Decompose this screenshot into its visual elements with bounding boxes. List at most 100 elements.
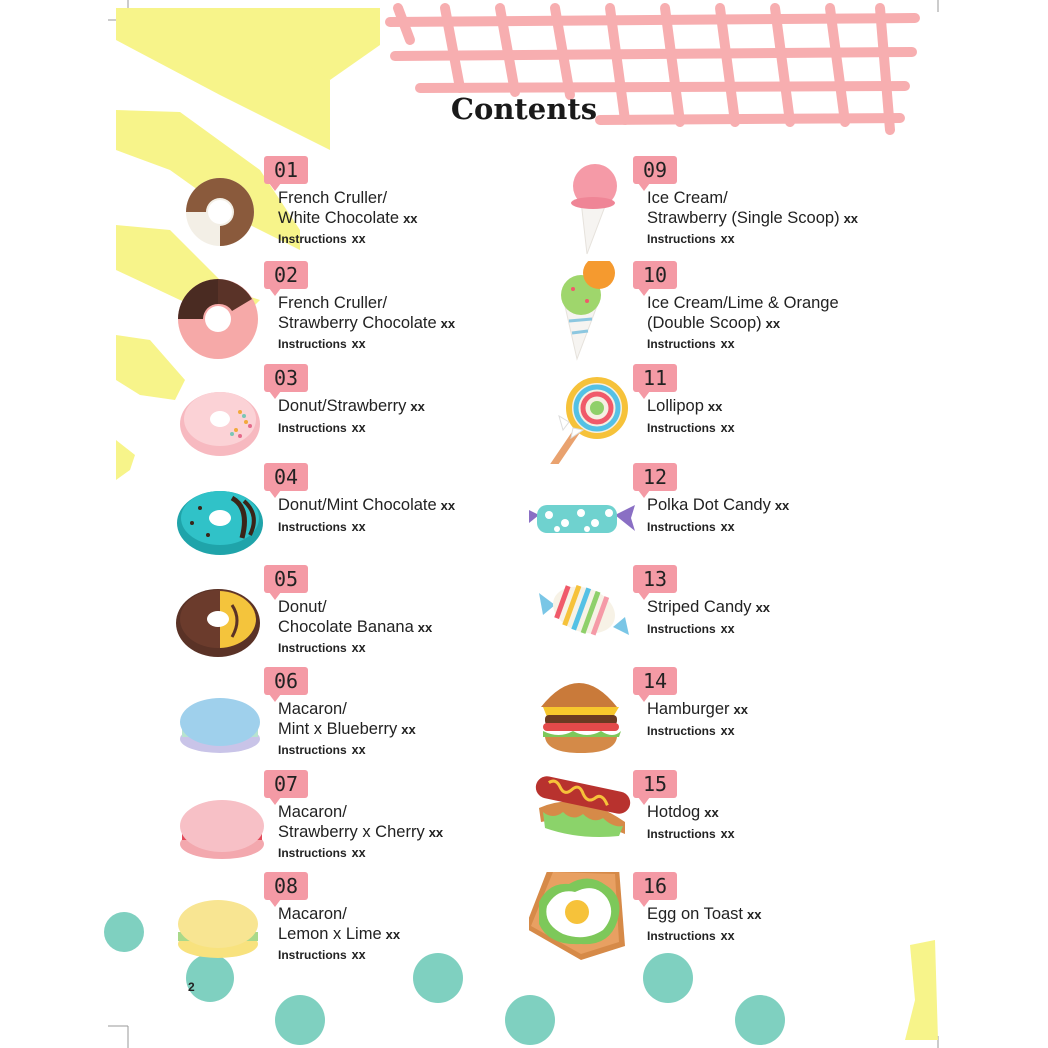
instructions-page-ref: xx [351, 743, 366, 757]
entry-number-badge: 10 [633, 261, 677, 296]
entry-title-line: French Cruller/ [278, 294, 388, 312]
entry-number-badge: 08 [264, 872, 308, 907]
entry-title: Macaron/ Mint x Blueberry xx [278, 700, 548, 739]
entry-number-badge: 15 [633, 770, 677, 805]
donut-strawberry-icon [180, 392, 260, 456]
instructions-page-ref: xx [720, 827, 735, 841]
instructions-label: Instructions [647, 929, 716, 943]
instructions-page-ref: xx [351, 421, 366, 435]
entry-title: Ice Cream/Lime & Orange (Double Scoop) xx [647, 294, 917, 333]
contents-entry-02[interactable]: 02 French Cruller/ Strawberry Chocolate x… [160, 261, 540, 361]
entry-number-badge: 14 [633, 667, 677, 702]
egg-on-toast-icon [529, 872, 625, 960]
entry-title-line: Lollipop [647, 397, 704, 415]
entry-title-line: Strawberry Chocolate [278, 313, 437, 332]
instructions-label: Instructions [278, 846, 347, 860]
entry-title: Macaron/ Strawberry x Cherry xx [278, 803, 548, 842]
entry-title-line: (Double Scoop) [647, 313, 762, 332]
entry-number-badge: 13 [633, 565, 677, 600]
entry-title-line: Macaron/ [278, 700, 347, 718]
entry-title-line: Egg on Toast [647, 905, 744, 923]
entry-title-line: Hamburger [647, 700, 730, 718]
entry-title-line: Ice Cream/Lime & Orange [647, 294, 839, 312]
entry-title: Hamburger xx [647, 700, 917, 720]
contents-entry-14[interactable]: 14 Hamburger xx Instructions xx [529, 667, 909, 767]
entry-number-badge: 02 [264, 261, 308, 296]
teal-dots [104, 912, 785, 1045]
entry-title-line: Chocolate Banana [278, 617, 414, 636]
entry-title-line: Lemon x Lime [278, 924, 382, 943]
instructions-page-ref: xx [720, 622, 735, 636]
entry-title-line: Donut/ [278, 598, 327, 616]
contents-entry-11[interactable]: 11 Lollipop xx Instructions xx [529, 364, 909, 464]
entry-page-ref: xx [417, 619, 433, 635]
entry-number-badge: 03 [264, 364, 308, 399]
entry-title-line: Polka Dot Candy [647, 496, 771, 514]
instructions-page-ref: xx [720, 929, 735, 943]
entry-title: Egg on Toast xx [647, 905, 917, 925]
instructions-page-ref: xx [720, 337, 735, 351]
donut-chocolate-banana-icon [176, 589, 260, 657]
entry-title-line: Mint x Blueberry [278, 719, 398, 738]
instructions-page-ref: xx [351, 846, 366, 860]
instructions-label: Instructions [647, 622, 716, 636]
entry-page-ref: xx [707, 399, 723, 414]
entry-page-ref: xx [385, 926, 401, 942]
entry-title-line: Macaron/ [278, 905, 347, 923]
donut-mint-chocolate-icon [177, 491, 263, 555]
contents-entry-03[interactable]: 03 Donut/Strawberry xx Instructions xx [160, 364, 540, 464]
instructions-label: Instructions [647, 520, 716, 534]
entry-number-badge: 09 [633, 156, 677, 191]
instructions-label: Instructions [647, 724, 716, 738]
entry-page-ref: xx [747, 907, 762, 922]
instructions-page-ref: xx [351, 948, 366, 962]
entry-number-badge: 06 [264, 667, 308, 702]
entry-title: French Cruller/ Strawberry Chocolate xx [278, 294, 548, 333]
entry-page-ref: xx [733, 702, 749, 717]
contents-entry-04[interactable]: 04 Donut/Mint Chocolate xx Instructions xx [160, 463, 540, 563]
contents-entry-13[interactable]: 13 Striped Candy xx Instructions xx [529, 565, 909, 665]
lollipop-icon [550, 377, 628, 464]
entry-page-ref: xx [428, 824, 444, 840]
instructions-label: Instructions [278, 520, 347, 534]
instructions-page-ref: xx [720, 724, 735, 738]
contents-entry-07[interactable]: 07 Macaron/ Strawberry x Cherry xx Instru… [160, 770, 540, 870]
ice-cream-double-scoop-icon [561, 261, 615, 361]
ice-cream-single-scoop-icon [571, 164, 617, 255]
contents-entry-10[interactable]: 10 Ice Cream/Lime & Orange (Double Scoop… [529, 261, 909, 361]
french-cruller-white-chocolate-icon [186, 178, 254, 246]
instructions-page-ref: xx [351, 641, 366, 655]
entry-page-ref: xx [704, 805, 719, 820]
contents-entry-09[interactable]: 09 Ice Cream/ Strawberry (Single Scoop) x… [529, 156, 909, 256]
entry-page-ref: xx [440, 498, 456, 513]
instructions-label: Instructions [278, 641, 347, 655]
contents-entry-16[interactable]: 16 Egg on Toast xx Instructions xx [529, 872, 909, 972]
instructions-label: Instructions [278, 232, 347, 246]
entry-number-badge: 04 [264, 463, 308, 498]
instructions-page-ref: xx [720, 421, 735, 435]
instructions-label: Instructions [278, 337, 347, 351]
contents-entry-06[interactable]: 06 Macaron/ Mint x Blueberry xx Instructi… [160, 667, 540, 767]
instructions-label: Instructions [647, 232, 716, 246]
instructions-page-ref: xx [351, 232, 366, 246]
instructions-label: Instructions [278, 743, 347, 757]
entry-page-ref: xx [410, 399, 425, 414]
instructions-label: Instructions [278, 421, 347, 435]
entry-page-ref: xx [755, 600, 771, 615]
macaron-strawberry-cherry-icon [180, 800, 264, 859]
hamburger-icon [541, 683, 621, 753]
contents-entry-08[interactable]: 08 Macaron/ Lemon x Lime xx Instructions x… [160, 872, 540, 972]
instructions-page-ref: xx [351, 337, 366, 351]
contents-entry-15[interactable]: 15 Hotdog xx Instructions xx [529, 770, 909, 870]
entry-title: Lollipop xx [647, 397, 917, 417]
entry-title: Polka Dot Candy xx [647, 496, 917, 516]
instructions-page-ref: xx [720, 232, 735, 246]
contents-entry-12[interactable]: 12 Polka Dot Candy xx Instructions xx [529, 463, 909, 563]
instructions-label: Instructions [647, 337, 716, 351]
entry-title: Donut/Strawberry xx [278, 397, 548, 417]
contents-entry-01[interactable]: 01 French Cruller/ White Chocolate xx Ins… [160, 156, 540, 256]
page-number: 2 [188, 980, 195, 994]
instructions-label: Instructions [278, 948, 347, 962]
contents-entry-05[interactable]: 05 Donut/ Chocolate Banana xx Instruction… [160, 565, 540, 665]
